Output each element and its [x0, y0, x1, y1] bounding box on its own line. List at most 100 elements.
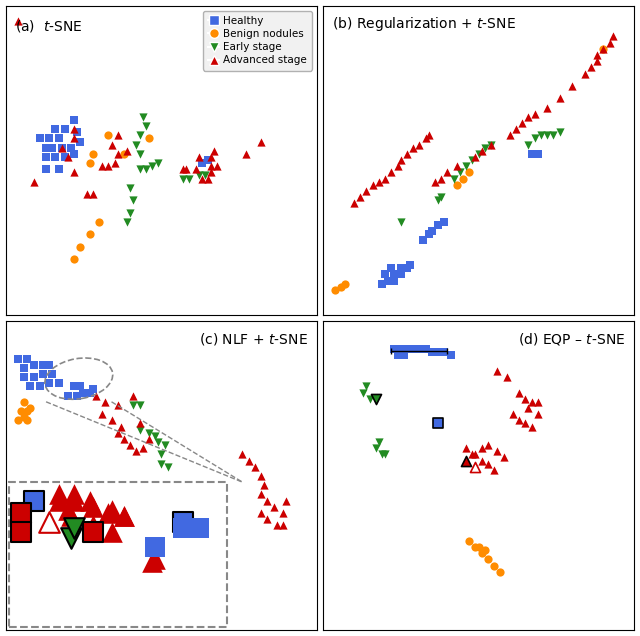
Point [514, 415, 524, 425]
Point [592, 50, 602, 60]
Point [433, 418, 444, 429]
Point [524, 112, 534, 122]
Point [147, 557, 157, 567]
Point [458, 174, 468, 184]
Point [153, 437, 163, 447]
Point [103, 508, 113, 518]
Point [212, 161, 223, 171]
Point [592, 56, 602, 66]
Point [63, 391, 73, 401]
Point [72, 391, 83, 401]
Point [159, 440, 170, 450]
Point [22, 406, 33, 416]
Point [113, 427, 123, 438]
Point [163, 462, 173, 472]
Point [13, 415, 23, 425]
Point [69, 124, 79, 134]
Point [380, 174, 390, 184]
Text: (c) NLF + $t$-SNE: (c) NLF + $t$-SNE [199, 331, 308, 347]
Point [106, 527, 116, 537]
Point [125, 440, 135, 450]
Point [84, 229, 95, 239]
Point [579, 69, 589, 79]
Point [330, 285, 340, 295]
Point [470, 462, 481, 472]
Point [69, 167, 79, 177]
Point [47, 369, 58, 379]
Point [194, 523, 204, 534]
Point [134, 149, 145, 159]
Point [44, 517, 54, 527]
Point [66, 142, 76, 153]
Point [256, 508, 266, 518]
Point [119, 511, 129, 522]
Point [134, 130, 145, 141]
Point [106, 415, 116, 425]
Point [29, 177, 39, 187]
Point [125, 207, 135, 218]
Point [244, 455, 254, 466]
Point [134, 400, 145, 410]
Point [489, 560, 499, 570]
Point [362, 381, 372, 391]
Point [47, 142, 58, 153]
Point [113, 400, 123, 410]
Point [53, 164, 63, 174]
Point [477, 548, 487, 558]
Point [88, 502, 98, 512]
Point [69, 381, 79, 391]
Point [607, 31, 618, 41]
Point [156, 459, 166, 469]
Point [156, 449, 166, 459]
Point [399, 350, 409, 361]
Point [94, 217, 104, 227]
Point [119, 511, 129, 522]
Point [106, 505, 116, 515]
Point [427, 226, 437, 236]
Point [349, 198, 359, 209]
Point [144, 427, 154, 438]
Point [81, 189, 92, 199]
Point [106, 139, 116, 149]
Point [427, 347, 437, 357]
Point [402, 263, 412, 273]
Point [392, 350, 403, 361]
Point [598, 44, 609, 54]
Point [532, 409, 543, 419]
Point [181, 164, 191, 174]
Point [455, 167, 465, 177]
Point [527, 422, 537, 432]
Point [56, 142, 67, 153]
Point [483, 440, 493, 450]
Point [206, 167, 216, 177]
Point [19, 372, 29, 382]
Point [367, 180, 378, 190]
Point [492, 446, 502, 456]
Point [44, 134, 54, 144]
Point [131, 139, 141, 149]
Point [554, 93, 564, 103]
Point [408, 344, 419, 354]
Point [128, 195, 138, 205]
Point [486, 139, 496, 149]
Point [41, 142, 51, 153]
Text: (d) EQP – $t$-SNE: (d) EQP – $t$-SNE [518, 331, 625, 347]
Point [131, 446, 141, 456]
Point [449, 174, 459, 184]
Point [520, 394, 531, 404]
Point [374, 437, 384, 447]
Point [542, 102, 552, 113]
Point [60, 124, 70, 134]
Point [194, 152, 204, 162]
Point [436, 174, 446, 184]
Point [69, 495, 79, 506]
Point [66, 533, 76, 543]
Point [256, 136, 266, 146]
Point [53, 495, 63, 506]
Point [76, 381, 86, 391]
Point [237, 449, 248, 459]
Point [396, 217, 406, 227]
Point [206, 161, 216, 171]
Point [405, 260, 415, 270]
Point [22, 415, 33, 425]
